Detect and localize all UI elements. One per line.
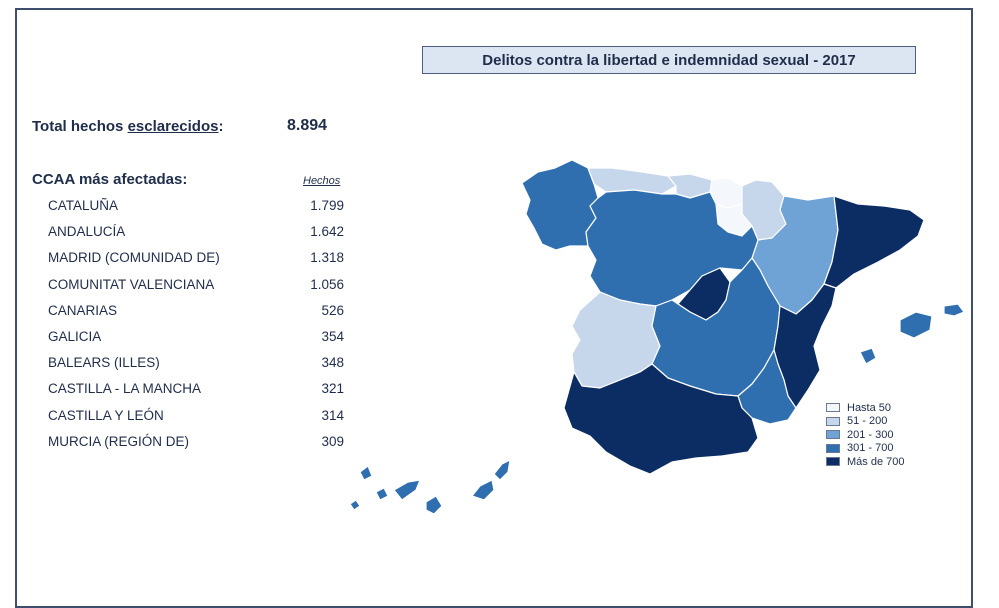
table-row: ANDALUCÍA 1.642 (48, 222, 344, 248)
legend-swatch (826, 457, 840, 467)
legend-swatch (826, 443, 840, 453)
region-value: 321 (321, 381, 344, 397)
region-name: CASTILLA - LA MANCHA (48, 381, 202, 397)
report-title: Delitos contra la libertad e indemnidad … (422, 46, 916, 74)
region-castilla-leon (585, 189, 759, 307)
map-legend: Hasta 50 51 - 200 201 - 300 301 - 700 Má… (826, 401, 904, 469)
region-canarias-2 (359, 465, 373, 481)
legend-label: Hasta 50 (847, 401, 892, 414)
table-row: MADRID (COMUNIDAD DE) 1.318 (48, 248, 344, 274)
legend-swatch (826, 416, 840, 426)
region-value: 1.799 (310, 198, 344, 213)
legend-item: 51 - 200 (826, 415, 904, 429)
hechos-column-header: Hechos (303, 175, 341, 187)
region-name: COMUNITAT VALENCIANA (48, 276, 215, 292)
legend-label: Más de 700 (847, 455, 905, 468)
total-label-prefix: Total hechos (32, 118, 128, 135)
total-label-suffix: : (218, 118, 224, 135)
region-value: 526 (321, 302, 344, 318)
region-name: GALICIA (48, 328, 102, 344)
region-canarias-4 (393, 479, 421, 501)
region-name: MURCIA (REGIÓN DE) (48, 433, 190, 449)
region-value: 309 (321, 433, 344, 449)
region-andalucia (563, 363, 759, 475)
table-row: CANARIAS 526 (48, 301, 344, 327)
legend-item: Hasta 50 (826, 401, 904, 415)
region-baleares-ibiza (859, 347, 877, 365)
spain-choropleth-map (349, 159, 965, 515)
region-name: MADRID (COMUNIDAD DE) (48, 250, 220, 266)
table-row: CASTILLA Y LEÓN 314 (48, 406, 344, 432)
region-canarias-3 (375, 487, 389, 501)
region-baleares-menorca (943, 303, 965, 317)
region-name: ANDALUCÍA (48, 224, 126, 240)
region-canarias-7 (493, 459, 511, 481)
table-row: GALICIA 354 (48, 327, 344, 353)
region-value: 354 (321, 328, 344, 344)
region-canarias-5 (425, 495, 443, 515)
region-value: 1.642 (310, 224, 344, 240)
legend-item: 201 - 300 (826, 428, 904, 442)
region-name: CATALUÑA (48, 198, 119, 213)
ccaa-table: CATALUÑA 1.799 ANDALUCÍA 1.642 MADRID (COM… (48, 196, 344, 458)
table-row: BALEARS (ILLES) 348 (48, 353, 344, 379)
region-cataluna (823, 195, 925, 289)
table-row: CATALUÑA 1.799 (48, 196, 344, 222)
legend-swatch (826, 430, 840, 440)
total-label-underlined: esclarecidos (127, 118, 219, 135)
region-asturias (587, 167, 677, 195)
region-baleares-mallorca (899, 311, 933, 339)
region-value: 348 (321, 355, 344, 371)
legend-label: 51 - 200 (847, 415, 888, 428)
table-row: CASTILLA - LA MANCHA 321 (48, 379, 344, 405)
legend-swatch (826, 403, 840, 413)
region-name: BALEARS (ILLES) (48, 355, 160, 371)
table-row: COMUNITAT VALENCIANA 1.056 (48, 275, 344, 301)
legend-label: 201 - 300 (847, 428, 894, 441)
region-canarias-1 (349, 499, 361, 511)
region-value: 1.318 (310, 250, 344, 266)
ccaa-label: CCAA más afectadas: (32, 171, 188, 188)
legend-item: 301 - 700 (826, 442, 904, 456)
region-canarias-6 (471, 479, 495, 501)
region-comunitat-valenciana (773, 283, 837, 409)
table-row: MURCIA (REGIÓN DE) 309 (48, 432, 344, 458)
legend-label: 301 - 700 (847, 442, 894, 455)
region-name: CANARIAS (48, 302, 118, 318)
region-value: 314 (321, 407, 344, 423)
region-value: 1.056 (310, 276, 344, 292)
region-name: CASTILLA Y LEÓN (48, 407, 164, 423)
legend-item: Más de 700 (826, 455, 904, 469)
total-value: 8.894 (287, 117, 328, 134)
total-label: Total hechos esclarecidos: (32, 118, 223, 135)
